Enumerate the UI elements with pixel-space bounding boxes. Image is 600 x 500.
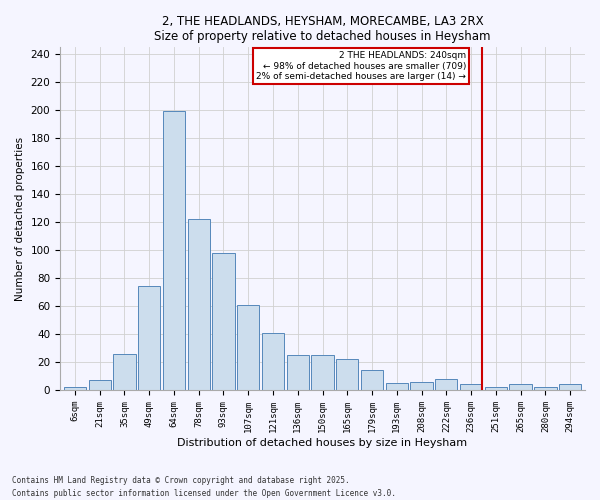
Title: 2, THE HEADLANDS, HEYSHAM, MORECAMBE, LA3 2RX
Size of property relative to detac: 2, THE HEADLANDS, HEYSHAM, MORECAMBE, LA…	[154, 15, 491, 43]
Bar	[237, 304, 259, 390]
Bar	[485, 387, 507, 390]
Bar	[163, 112, 185, 390]
X-axis label: Distribution of detached houses by size in Heysham: Distribution of detached houses by size …	[178, 438, 467, 448]
Bar	[287, 355, 309, 390]
Bar	[89, 380, 111, 390]
Y-axis label: Number of detached properties: Number of detached properties	[15, 136, 25, 300]
Bar	[113, 354, 136, 390]
Bar	[435, 379, 457, 390]
Bar	[188, 219, 210, 390]
Bar	[386, 383, 408, 390]
Bar	[559, 384, 581, 390]
Bar	[460, 384, 482, 390]
Bar	[534, 387, 557, 390]
Bar	[361, 370, 383, 390]
Bar	[336, 359, 358, 390]
Bar	[410, 382, 433, 390]
Text: 2 THE HEADLANDS: 240sqm
← 98% of detached houses are smaller (709)
2% of semi-de: 2 THE HEADLANDS: 240sqm ← 98% of detache…	[256, 51, 466, 81]
Bar	[262, 332, 284, 390]
Text: Contains HM Land Registry data © Crown copyright and database right 2025.
Contai: Contains HM Land Registry data © Crown c…	[12, 476, 396, 498]
Bar	[64, 387, 86, 390]
Bar	[212, 253, 235, 390]
Bar	[311, 355, 334, 390]
Bar	[509, 384, 532, 390]
Bar	[138, 286, 160, 390]
